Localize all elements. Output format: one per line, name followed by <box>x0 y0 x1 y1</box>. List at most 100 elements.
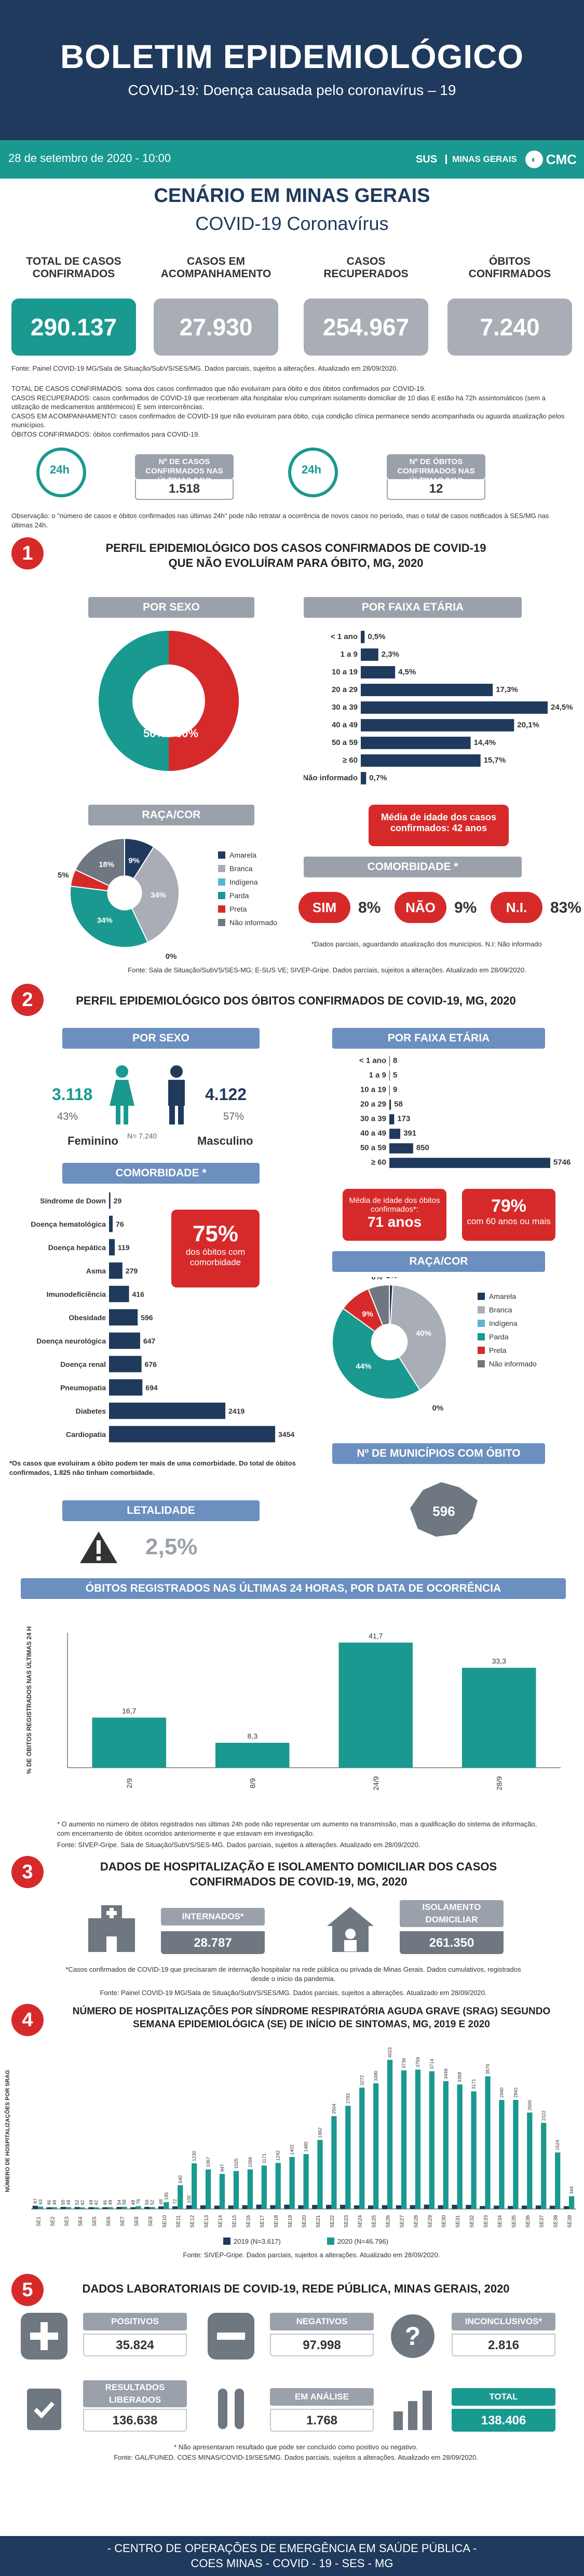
legend-swatch <box>223 2238 230 2245</box>
bar <box>563 2206 569 2209</box>
sus-logo: SUS <box>415 153 438 165</box>
bar-category-label: 40 a 49 <box>360 1129 386 1137</box>
x-tick-label: SE22 <box>330 2215 335 2228</box>
x-tick-label: SE13 <box>204 2215 210 2228</box>
section5-title: DADOS LABORATORIAIS DE COVID-19, REDE PÚ… <box>82 2282 510 2295</box>
female-deaths-value: 3.118 <box>52 1085 93 1104</box>
legend-label: Branca <box>229 864 253 873</box>
bar <box>37 2206 44 2209</box>
hospitalized-value: 28.787 <box>161 1931 265 1954</box>
mean-age-deaths-box: Média de idade dos óbitos confirmados*: … <box>343 1189 446 1241</box>
deaths24h-title: ÓBITOS REGISTRADOS NAS ÚLTIMAS 24 HORAS,… <box>21 1578 566 1599</box>
bar-value-label: 87 <box>33 2199 38 2204</box>
legend-label: Indígena <box>229 878 258 886</box>
comorb-ni-pill: N.I. <box>491 892 542 923</box>
legend-label: 2019 (N=3.617) <box>234 2238 281 2245</box>
male-figure-icon <box>168 1065 185 1124</box>
bar-value-label: 2322 <box>541 2110 546 2121</box>
bar <box>429 2071 434 2209</box>
section2-sex-title: POR SEXO <box>62 1028 260 1049</box>
x-tick-label: SE38 <box>553 2215 559 2228</box>
bar <box>569 2196 575 2209</box>
bar-value-label: 640 <box>178 2175 183 2183</box>
bar <box>485 2076 491 2209</box>
bar-value-label: 68 <box>158 2199 164 2204</box>
lab-positive-value: 35.824 <box>83 2334 187 2356</box>
kpi-label-total: TOTAL DE CASOS CONFIRMADOS <box>26 255 121 280</box>
bar <box>116 2207 122 2209</box>
bar-value-label: 49 <box>89 2200 94 2205</box>
legend-swatch <box>327 2238 334 2245</box>
bar-value-label: 5 <box>393 1070 397 1079</box>
section2-title: PERFIL EPIDEMIOLÓGICO DOS ÓBITOS CONFIRM… <box>76 994 516 1007</box>
bar <box>389 1129 401 1139</box>
bar-value-label: 63 <box>38 2199 43 2204</box>
pie-label: 5% <box>58 871 69 880</box>
legend-swatch <box>218 905 225 913</box>
male-label: Masculino <box>197 1134 253 1147</box>
bar <box>247 2169 253 2209</box>
bar <box>361 648 378 661</box>
bar <box>368 2205 374 2209</box>
bar-value-label: 55 <box>61 2200 66 2205</box>
bar-value-label: 4023 <box>387 2048 392 2058</box>
x-tick-label: SE34 <box>497 2215 503 2228</box>
bar-category-label: 20 a 29 <box>332 685 358 694</box>
lethality-value: 2,5% <box>145 1534 198 1560</box>
bar-value-label: 1524 <box>555 2140 560 2150</box>
bar <box>312 2205 318 2209</box>
bar <box>186 2205 192 2209</box>
bar <box>51 2207 58 2209</box>
kpi-label-followup: CASOS EM ACOMPANHAMENTO <box>160 255 271 280</box>
legend-swatch <box>478 1333 485 1340</box>
section-number: 1 <box>11 537 44 570</box>
bar-value-label: 279 <box>126 1267 138 1275</box>
bar-category-label: < 1 ano <box>331 632 358 641</box>
bar-category-label: ≥ 60 <box>343 756 358 765</box>
bar-value-label: 2942 <box>513 2087 518 2098</box>
comorb-no-value: 9% <box>454 899 477 916</box>
x-tick-label: SE6 <box>106 2216 112 2226</box>
x-tick-label: SE36 <box>525 2215 531 2228</box>
footer: - CENTRO DE OPERAÇÕES DE EMERGÊNCIA EM S… <box>0 2536 584 2576</box>
bar <box>317 2140 323 2209</box>
bar-value-label: 1230 <box>192 2151 197 2161</box>
female-deaths-pct: 43% <box>57 1111 78 1122</box>
bar-value-label: 1025 <box>234 2159 239 2169</box>
bar-value-label: 46 <box>47 2200 52 2205</box>
pie-slice <box>74 837 125 894</box>
legend-swatch <box>478 1306 485 1313</box>
bar <box>109 1192 111 1209</box>
bar <box>555 2152 561 2209</box>
x-tick-label: 8/9 <box>248 1778 256 1788</box>
bar-value-label: 76 <box>116 1220 124 1228</box>
x-tick-label: SE9 <box>148 2216 154 2226</box>
bar <box>361 701 548 714</box>
sex-donut-hole <box>132 665 205 737</box>
bar-category-label: 10 a 19 <box>332 668 358 676</box>
x-tick-label: SE3 <box>64 2216 70 2226</box>
bar-value-label: 100 <box>186 2195 192 2203</box>
bar <box>79 2207 85 2209</box>
bar <box>389 1114 395 1124</box>
pie-label: 0% <box>432 1404 444 1413</box>
x-tick-label: SE35 <box>511 2215 517 2228</box>
y-axis-label: % DE ÓBITOS REGISTRADOS NAS ÚLTIMAS 24 H <box>25 1626 33 1774</box>
footer-line1: - CENTRO DE OPERAÇÕES DE EMERGÊNCIA EM S… <box>107 2542 477 2555</box>
bar-category-label: < 1 ano <box>359 1056 386 1065</box>
bar-value-label: 9 <box>393 1085 397 1094</box>
plus-icon <box>21 2313 67 2360</box>
section5-source: Fonte: GAL/FUNED. COES MINAS/COVID-19/SE… <box>114 2453 478 2461</box>
cmc-icon: ◐ <box>525 151 543 168</box>
bar <box>192 2163 197 2209</box>
bar <box>345 2106 351 2209</box>
bar <box>109 1402 226 1419</box>
bar-value-label: 15,7% <box>484 756 506 765</box>
bar-value-label: 3390 <box>373 2071 378 2081</box>
new-cases-value: 1.518 <box>135 479 234 500</box>
bar-value-label: 1066 <box>248 2157 253 2167</box>
bulletin-subtitle: COVID-19: Doença causada pelo coronavíru… <box>128 82 456 98</box>
municipios-value: 596 <box>432 1503 455 1519</box>
bar-value-label: 76 <box>136 2199 141 2204</box>
pie-label: 34% <box>97 916 113 925</box>
